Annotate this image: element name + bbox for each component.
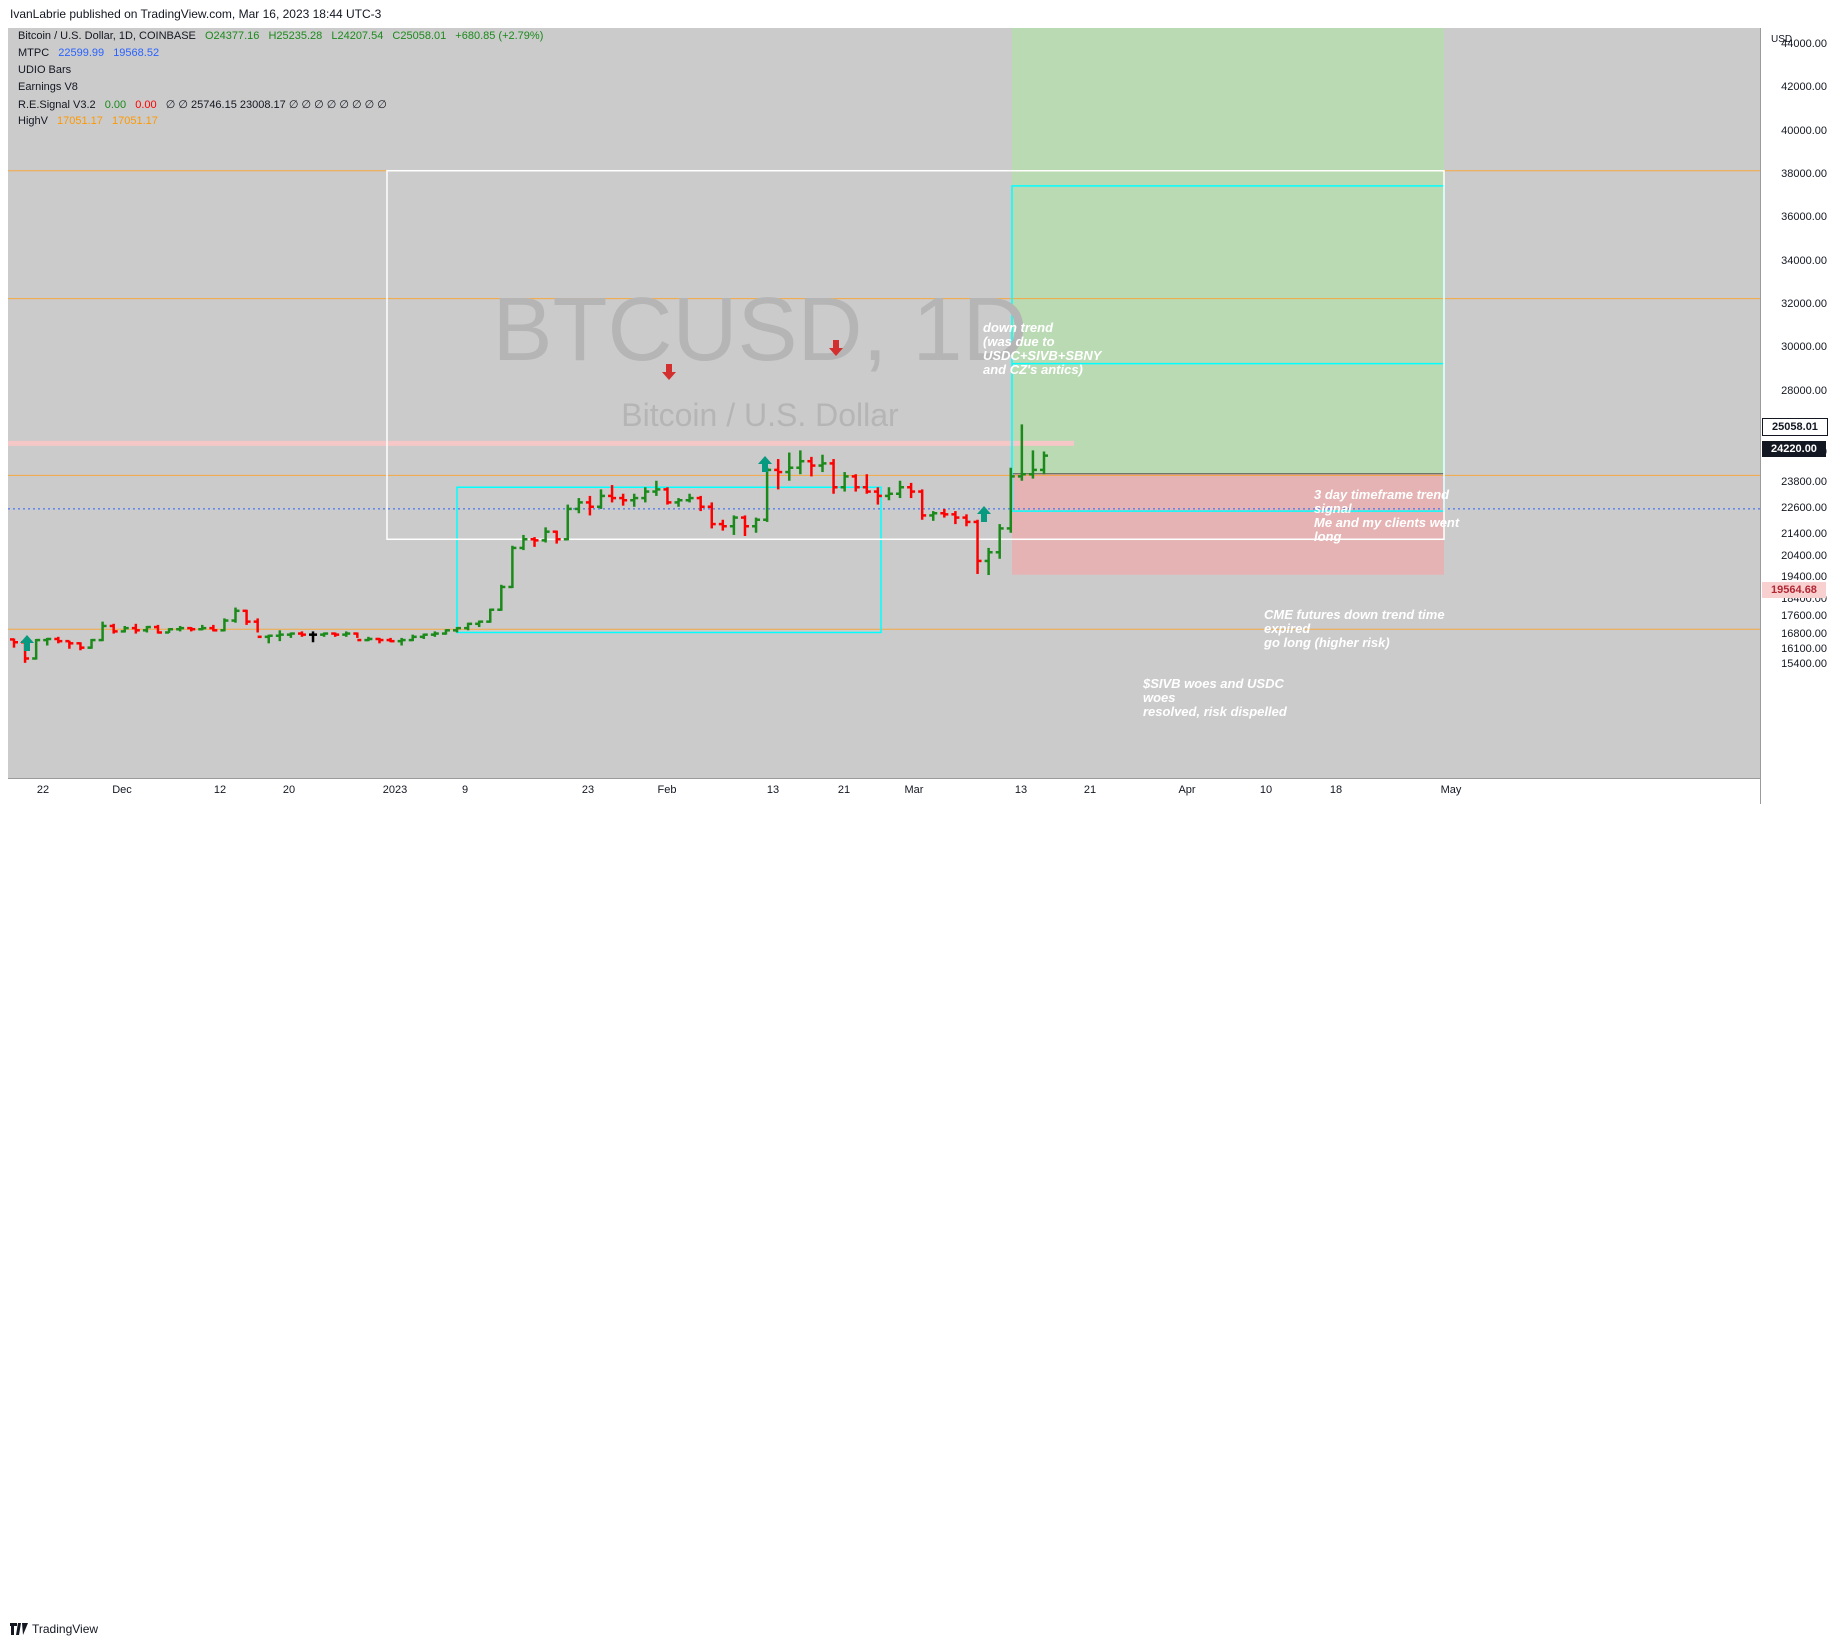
watermark-description: Bitcoin / U.S. Dollar (621, 397, 899, 433)
time-tick: 12 (213, 784, 227, 796)
legend-resignal-v2: 0.00 (135, 99, 157, 111)
time-tick: Feb (657, 784, 677, 796)
legend-resignal-name: R.E.Signal V3.2 (18, 99, 96, 111)
price-tick: 34000.00 (1781, 254, 1827, 267)
tradingview-logo-icon (10, 1623, 28, 1635)
price-tick: 44000.00 (1781, 38, 1827, 50)
annotation-cme-futures[interactable]: CME futures down trend time expired go l… (1264, 607, 1445, 650)
price-tick: 23800.00 (1781, 475, 1827, 488)
time-tick: Dec (112, 784, 132, 796)
time-tick: 21 (1083, 784, 1097, 796)
legend-change: +680.85 (+2.79%) (455, 30, 544, 42)
time-tick: 2023 (382, 784, 408, 796)
legend-highv: HighV 17051.17 17051.17 (18, 115, 164, 127)
tradingview-brand: TradingView (10, 1622, 98, 1636)
legend-low: L24207.54 (331, 30, 384, 42)
time-tick: 13 (766, 784, 780, 796)
price-tick: 28000.00 (1781, 384, 1827, 397)
legend-close: C25058.01 (392, 30, 447, 42)
price-tick: 38000.00 (1781, 168, 1827, 181)
time-tick: Mar (904, 784, 924, 796)
last-price-tag: 25058.01 (1762, 418, 1828, 436)
chart-canvas[interactable]: BTCUSD, 1D Bitcoin / U.S. Dollar (8, 28, 1760, 778)
time-tick: 23 (581, 784, 595, 796)
legend-mtpc: MTPC 22599.99 19568.52 (18, 47, 165, 59)
time-tick: May (1440, 784, 1462, 796)
legend-mtpc-v2: 19568.52 (113, 47, 160, 59)
annotation-sivb-usdc[interactable]: $SIVB woes and USDC woes resolved, risk … (1143, 676, 1287, 719)
price-tick: 15400.00 (1781, 658, 1827, 670)
time-tick: 21 (837, 784, 851, 796)
legend-symbol-line: Bitcoin / U.S. Dollar, 1D, COINBASE O243… (18, 30, 549, 42)
buy-arrow-icon (20, 635, 34, 651)
annotation-down-trend[interactable]: down trend (was due to USDC+SIVB+SBNY an… (983, 320, 1102, 377)
legend-earnings: Earnings V8 (18, 81, 84, 93)
annotation-3day-signal[interactable]: 3 day timeframe trend signal Me and my c… (1314, 487, 1460, 544)
price-tick: 20400.00 (1781, 549, 1827, 562)
brand-label: TradingView (32, 1622, 99, 1636)
legend-highv-v2: 17051.17 (111, 115, 158, 127)
target-zone (1012, 28, 1444, 474)
price-tick: 36000.00 (1781, 211, 1827, 224)
cyan-box-mid (456, 486, 882, 634)
price-tick: 17600.00 (1781, 610, 1827, 623)
price-tick: 30000.00 (1781, 341, 1827, 354)
chart-plot-area[interactable]: BTCUSD, 1D Bitcoin / U.S. Dollar (8, 28, 1760, 804)
legend-udio-name: UDIO Bars (18, 64, 72, 76)
price-axis[interactable]: USD 15400.00 16100.00 16800.00 17600.00 1840… (1760, 28, 1834, 804)
sell-arrow-icon (662, 364, 676, 380)
axis-unit-label: USD (1771, 34, 1793, 45)
time-tick: 13 (1014, 784, 1028, 796)
legend-mtpc-v1: 22599.99 (58, 47, 105, 59)
publisher-text: IvanLabrie published on TradingView.com,… (10, 7, 382, 21)
stop-price-tag: 19564.68 (1762, 582, 1826, 598)
stop-zone (1012, 473, 1444, 575)
price-tick: 21400.00 (1781, 527, 1827, 540)
price-tick: 16100.00 (1781, 642, 1827, 655)
legend-resignal-v1: 0.00 (104, 99, 127, 111)
time-tick: 9 (461, 784, 469, 796)
footer: TradingView (0, 808, 1834, 1636)
white-range-box (386, 169, 1445, 541)
price-tick: 19400.00 (1781, 571, 1827, 584)
buy-arrow-icon (758, 456, 772, 472)
watermark-symbol: BTCUSD, 1D (492, 280, 1027, 380)
time-tick: 22 (36, 784, 50, 796)
price-tick: 42000.00 (1781, 81, 1827, 94)
time-tick: 18 (1329, 784, 1343, 796)
price-tick: 40000.00 (1781, 124, 1827, 137)
legend-highv-name: HighV (18, 115, 48, 127)
legend-udio: UDIO Bars (18, 64, 77, 76)
time-tick: 10 (1259, 784, 1273, 796)
price-tick: 16800.00 (1781, 627, 1827, 640)
price-tick: 32000.00 (1781, 298, 1827, 311)
resistance-band (8, 440, 1074, 446)
sell-arrow-icon (829, 340, 843, 356)
price-tick: 22600.00 (1781, 501, 1827, 514)
time-tick: Apr (1178, 784, 1196, 796)
entry-price-tag: 24220.00 (1762, 441, 1826, 457)
buy-arrow-icon (977, 506, 991, 522)
legend-high: H25235.28 (268, 30, 323, 42)
legend-highv-v1: 17051.17 (57, 115, 103, 127)
publisher-bar: IvanLabrie published on TradingView.com,… (0, 0, 1834, 28)
legend-mtpc-name: MTPC (18, 47, 50, 59)
legend-earnings-name: Earnings V8 (18, 81, 78, 93)
legend-open: O24377.16 (204, 30, 260, 42)
time-axis[interactable] (8, 778, 1760, 805)
time-tick: 20 (282, 784, 296, 796)
legend-resignal: R.E.Signal V3.2 0.00 0.00 ∅ ∅ 25746.15 2… (18, 98, 393, 111)
legend-symbol-name: Bitcoin / U.S. Dollar, 1D, COINBASE (18, 30, 196, 42)
legend-resignal-rest: ∅ ∅ 25746.15 23008.17 ∅ ∅ ∅ ∅ ∅ ∅ ∅ ∅ (165, 99, 387, 111)
